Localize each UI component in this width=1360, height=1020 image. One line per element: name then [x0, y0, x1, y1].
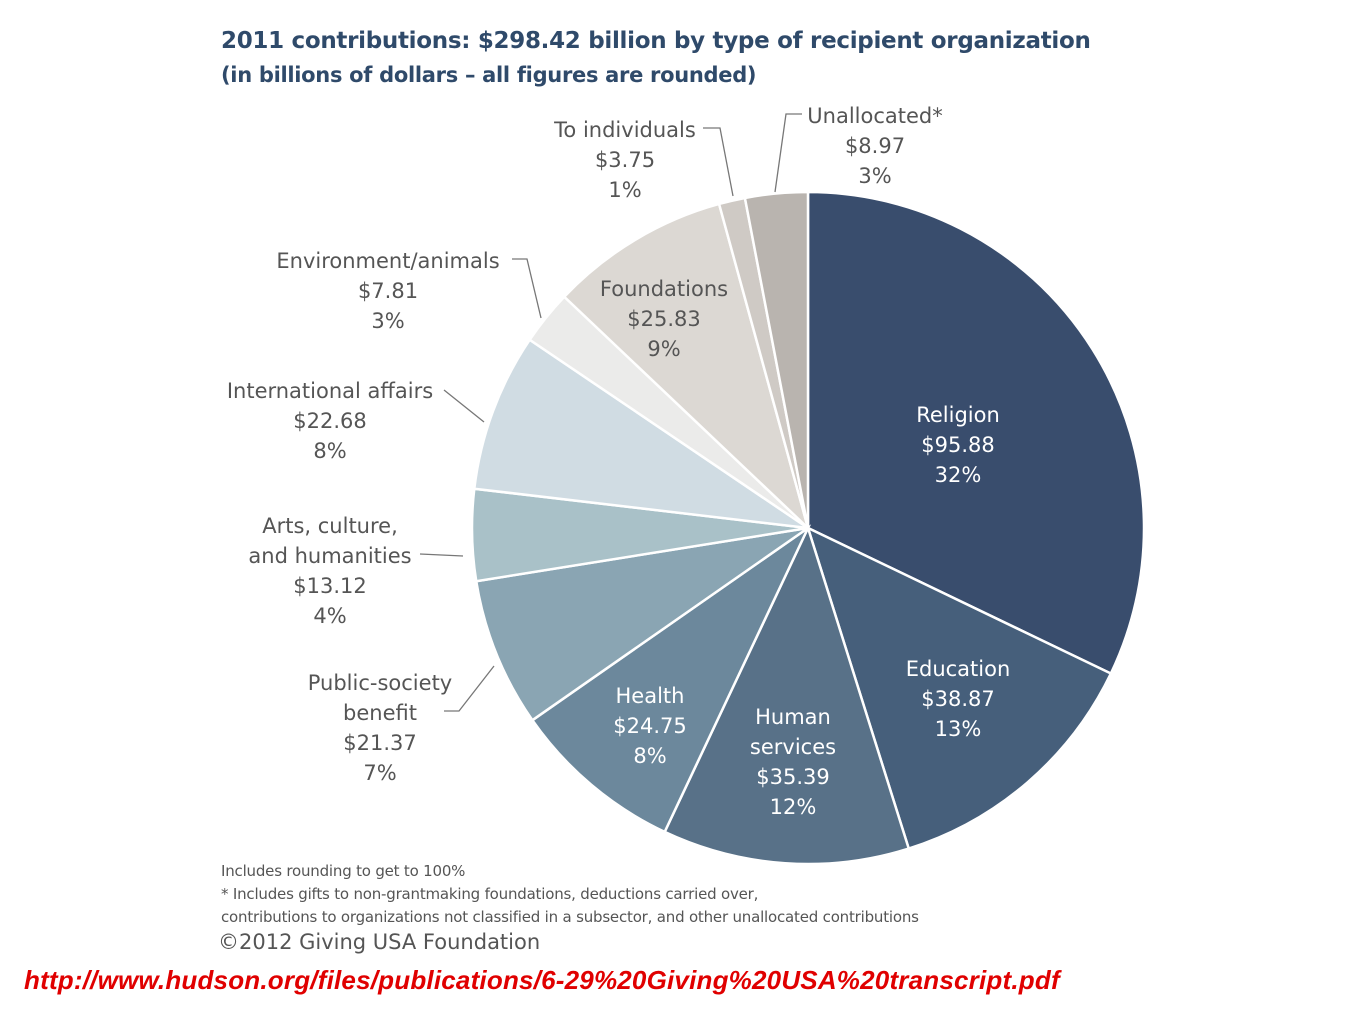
- footnote-line-2: contributions to organizations not class…: [221, 908, 919, 926]
- pie-chart: Religion $95.88 32% Education $38.87 13% Human…: [227, 104, 1146, 866]
- slice-value-label: $38.87: [921, 687, 994, 711]
- slice-percent-label: 4%: [313, 604, 346, 628]
- copyright: ©2012 Giving USA Foundation: [218, 930, 541, 954]
- slice-name-label: Religion: [916, 403, 1000, 427]
- slice-name-label: Unallocated*: [807, 104, 942, 128]
- slice-name-label: Education: [906, 657, 1011, 681]
- slice-percent-label: 8%: [313, 439, 346, 463]
- slice-percent-label: 1%: [608, 178, 641, 202]
- chart-title: 2011 contributions: $298.42 billion by t…: [221, 28, 1091, 54]
- leader-line: [512, 258, 542, 319]
- pie-slice: [663, 524, 911, 866]
- slice-value-label: $24.75: [613, 714, 686, 738]
- slice-percent-label: 12%: [770, 795, 817, 819]
- slice-name-label: Environment/animals: [276, 249, 499, 273]
- leader-line: [774, 113, 802, 193]
- pie-slice: [806, 190, 1146, 676]
- chart-subtitle: (in billions of dollars – all figures ar…: [221, 63, 757, 87]
- slice-value-label: $21.37: [343, 731, 416, 755]
- source-url-link[interactable]: http://www.hudson.org/files/publications…: [24, 965, 1060, 995]
- pie-slice: [743, 190, 810, 529]
- footnote-line-1: * Includes gifts to non-grantmaking foun…: [221, 885, 759, 903]
- slice-value-label: $7.81: [358, 279, 418, 303]
- slice-name-label: and humanities: [248, 544, 411, 568]
- slice-value-label: $25.83: [627, 307, 700, 331]
- slice-name-label: services: [750, 735, 836, 759]
- leader-line: [419, 553, 464, 557]
- slice-percent-label: 3%: [371, 309, 404, 333]
- slice-percent-label: 3%: [858, 164, 891, 188]
- slice-value-label: $13.12: [293, 574, 366, 598]
- leader-line: [444, 665, 495, 712]
- slice-name-label: Public-society: [308, 671, 452, 695]
- slice-name-label: International affairs: [227, 379, 433, 403]
- slice-value-label: $8.97: [845, 134, 905, 158]
- slice-value-label: $95.88: [921, 433, 994, 457]
- pie-slice: [474, 526, 809, 722]
- pie-slice: [530, 524, 812, 834]
- slice-name-label: Human: [755, 705, 831, 729]
- slice-name-label: Health: [616, 684, 685, 708]
- slice-value-label: $22.68: [293, 409, 366, 433]
- slice-name-label: Foundations: [600, 277, 728, 301]
- slice-name-label: Arts, culture,: [262, 514, 398, 538]
- rounding-note: Includes rounding to get to 100%: [221, 862, 466, 880]
- leader-line: [443, 389, 485, 423]
- slice-percent-label: 13%: [935, 717, 982, 741]
- slice-percent-label: 9%: [647, 337, 680, 361]
- pie-slice: [472, 338, 809, 530]
- pie-slice: [562, 202, 811, 532]
- slice-percent-label: 7%: [363, 761, 396, 785]
- slice-name-label: benefit: [343, 701, 417, 725]
- slice-value-label: $35.39: [756, 765, 829, 789]
- slice-percent-label: 8%: [633, 744, 666, 768]
- slice-value-label: $3.75: [595, 148, 655, 172]
- leader-line: [703, 127, 734, 197]
- slice-percent-label: 32%: [935, 463, 982, 487]
- slice-name-label: To individuals: [553, 118, 696, 142]
